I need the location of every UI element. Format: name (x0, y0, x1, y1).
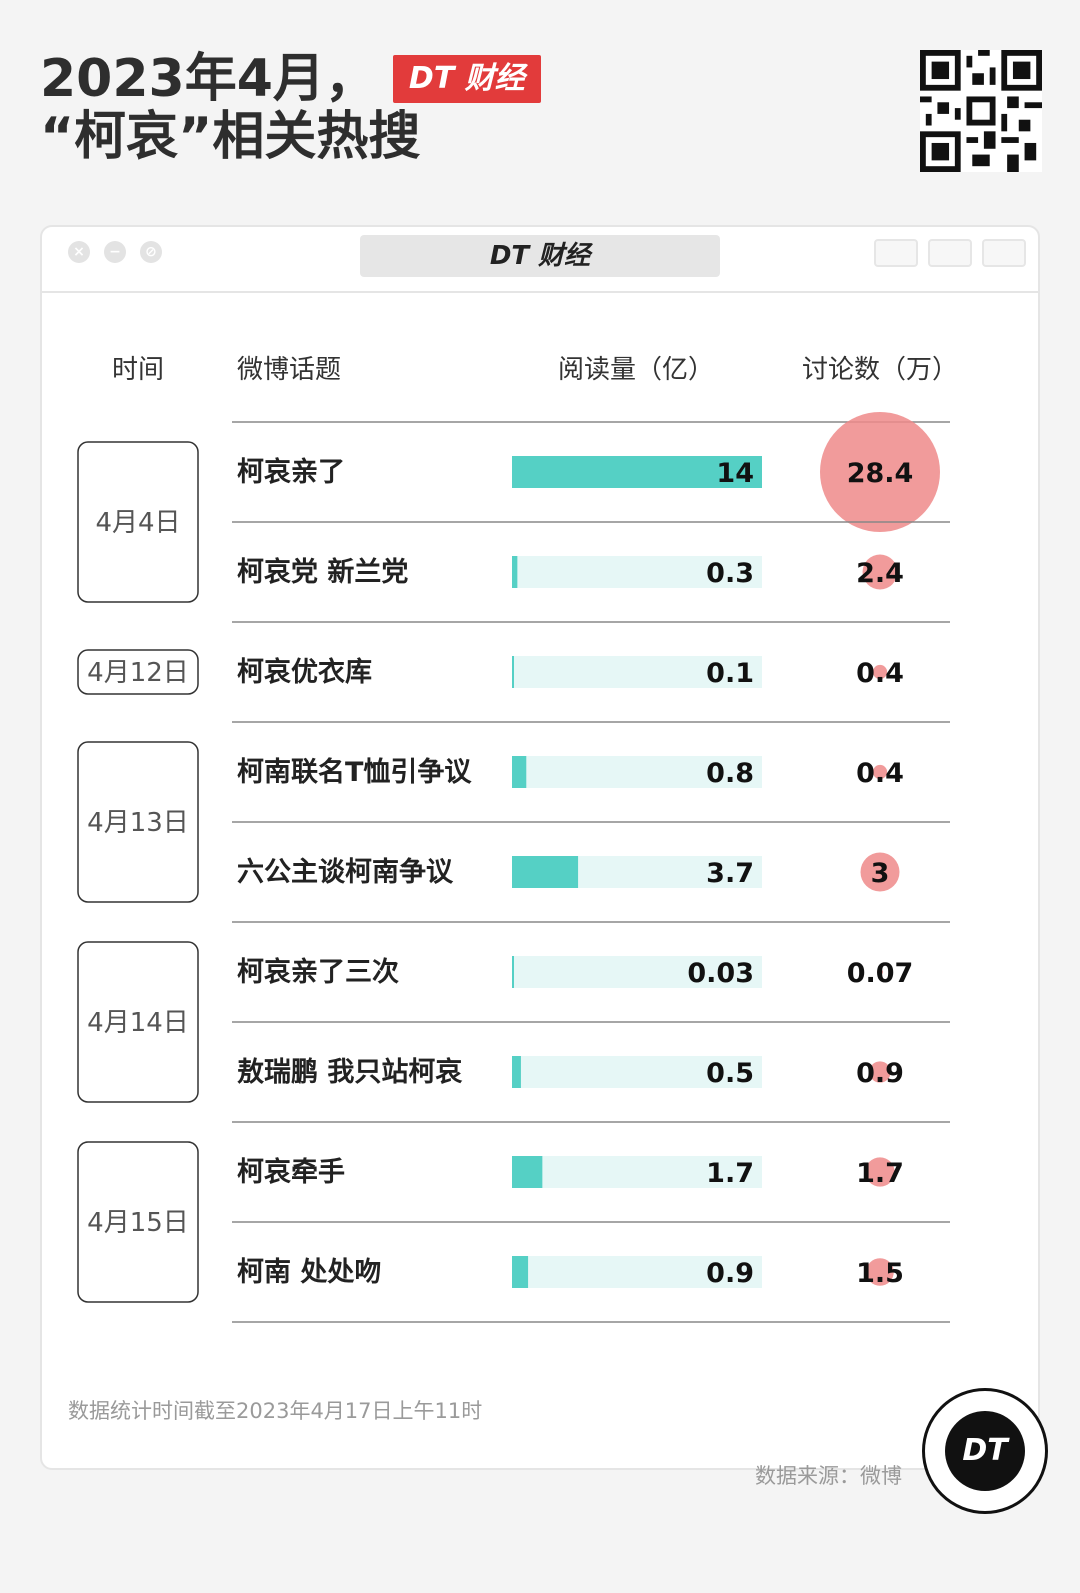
topic-label: 柯哀优衣库 (237, 656, 372, 688)
record-icon[interactable] (874, 239, 918, 267)
reads-bar-track (512, 956, 762, 988)
date-group: 4月4日 (77, 441, 199, 603)
qr-code-icon (920, 50, 1042, 172)
reads-bar-track (512, 656, 762, 688)
discussion-bubble (862, 554, 898, 590)
minimize-icon[interactable]: − (104, 241, 126, 263)
date-box (77, 941, 199, 1103)
discussion-bubble (865, 1157, 895, 1187)
discussion-bubble (820, 412, 940, 532)
table-row: 柯南 处处吻 0.9 1.5 (232, 1256, 950, 1323)
topic-label: 柯哀亲了 (237, 456, 345, 488)
reads-value: 3.7 (706, 858, 754, 889)
data-source: 数据来源：微博 (755, 1464, 902, 1488)
reads-bar (512, 856, 579, 888)
discussion-bubble (872, 764, 888, 780)
reads-bar-track (512, 1156, 762, 1188)
brand-badge: DT 财经 (392, 55, 541, 103)
reads-bar (512, 956, 514, 988)
discussion-bubble (866, 1258, 894, 1286)
col-header-reads: 阅读量（亿） (558, 355, 714, 385)
date-label: 4月4日 (95, 508, 180, 538)
reads-value: 1.7 (706, 1158, 754, 1189)
table-row: 柯哀亲了三次 0.03 0.07 (232, 956, 950, 1023)
dt-logo-icon: DT (922, 1388, 1048, 1514)
window-brand: DT 财经 (360, 235, 720, 277)
title-line-2: “柯哀”相关热搜 (40, 107, 421, 167)
title-line-1: 2023年4月， (40, 49, 377, 109)
table-row: 柯哀牵手 1.7 1.7 (232, 1156, 950, 1223)
discussions-value: 0.4 (856, 758, 904, 789)
reads-bar-track (512, 556, 762, 588)
col-header-topic: 微博话题 (237, 355, 341, 385)
reads-bar (512, 456, 762, 488)
topic-label: 柯哀党 新兰党 (237, 556, 408, 588)
topic-label: 柯哀亲了三次 (237, 956, 399, 988)
table-row: 柯南联名T恤引争议 0.8 0.4 (232, 756, 950, 823)
dt-logo-text: DT (945, 1411, 1025, 1491)
table-row: 柯哀优衣库 0.1 0.4 (232, 656, 950, 723)
close-icon[interactable]: × (68, 241, 90, 263)
window-titlebar: × − ⊘ DT 财经 (42, 227, 1038, 293)
discussions-value: 28.4 (847, 458, 914, 489)
date-label: 4月15日 (87, 1208, 189, 1238)
reads-value: 14 (716, 458, 754, 489)
discussions-value: 0.4 (856, 658, 904, 689)
reads-value: 0.03 (687, 958, 754, 989)
discussions-value: 0.07 (847, 958, 914, 989)
reads-bar-track (512, 1056, 762, 1088)
discussions-value: 1.5 (856, 1258, 904, 1289)
table-row: 柯哀党 新兰党 0.3 2.4 (232, 554, 950, 623)
table-row: 六公主谈柯南争议 3.7 3 (232, 852, 950, 923)
discussions-value: 0.9 (856, 1058, 904, 1089)
window-restore-icon[interactable] (982, 239, 1026, 267)
date-group: 4月13日 (77, 741, 199, 903)
date-label: 4月14日 (87, 1008, 189, 1038)
col-header-time: 时间 (112, 355, 164, 385)
date-box (77, 649, 199, 695)
date-label: 4月13日 (87, 808, 189, 838)
reads-value: 0.9 (706, 1258, 754, 1289)
page-title: 2023年4月， DT 财经 “柯哀”相关热搜 (40, 50, 541, 166)
discussion-bubble (860, 852, 900, 892)
reads-bar-track (512, 756, 762, 788)
discussions-value: 1.7 (856, 1158, 904, 1189)
discussion-bubble (872, 664, 888, 680)
topic-label: 敖瑞鹏 我只站柯哀 (237, 1056, 462, 1088)
share-icon[interactable] (928, 239, 972, 267)
discussions-value: 2.4 (856, 558, 904, 589)
reads-bar-track (512, 1256, 762, 1288)
date-box (77, 1141, 199, 1303)
topic-label: 六公主谈柯南争议 (237, 857, 454, 888)
reads-bar (512, 1156, 543, 1188)
date-box (77, 441, 199, 603)
discussion-bubble (877, 969, 883, 975)
reads-bar (512, 1056, 521, 1088)
reads-value: 0.8 (706, 758, 754, 789)
footnote: 数据统计时间截至2023年4月17日上午11时 (68, 1399, 483, 1423)
topic-label: 柯南联名T恤引争议 (237, 756, 472, 788)
block-icon[interactable]: ⊘ (140, 241, 162, 263)
date-label: 4月12日 (87, 658, 189, 688)
reads-value: 0.1 (706, 658, 754, 689)
discussions-value: 3 (871, 858, 890, 889)
table-row: 柯哀亲了 14 28.4 (232, 412, 950, 532)
reads-bar (512, 656, 514, 688)
date-group: 4月12日 (77, 649, 199, 695)
topic-label: 柯南 处处吻 (237, 1257, 381, 1288)
reads-value: 0.5 (706, 1058, 754, 1089)
discussion-bubble (869, 1061, 891, 1083)
reads-bar (512, 556, 518, 588)
reads-bar (512, 756, 527, 788)
reads-bar (512, 1256, 529, 1288)
col-header-discussions: 讨论数（万） (802, 355, 958, 385)
date-group: 4月14日 (77, 941, 199, 1103)
reads-value: 0.3 (706, 558, 754, 589)
topic-label: 柯哀牵手 (237, 1156, 345, 1188)
date-box (77, 741, 199, 903)
date-group: 4月15日 (77, 1141, 199, 1303)
table-row: 敖瑞鹏 我只站柯哀 0.5 0.9 (232, 1056, 950, 1123)
